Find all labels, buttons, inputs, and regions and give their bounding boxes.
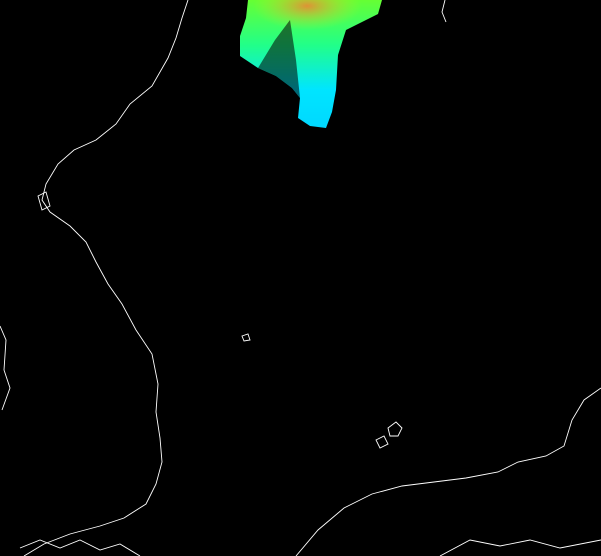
island <box>387 421 403 437</box>
south-coastline <box>295 387 601 556</box>
east-edge-coast <box>441 0 447 23</box>
bottom-right-coast <box>439 539 601 556</box>
island-cluster <box>19 539 141 556</box>
far-left-coast <box>0 325 11 411</box>
data-overlay <box>240 0 382 128</box>
island <box>37 191 51 211</box>
west-coastline <box>23 0 189 556</box>
island <box>241 333 251 342</box>
island <box>375 435 389 449</box>
